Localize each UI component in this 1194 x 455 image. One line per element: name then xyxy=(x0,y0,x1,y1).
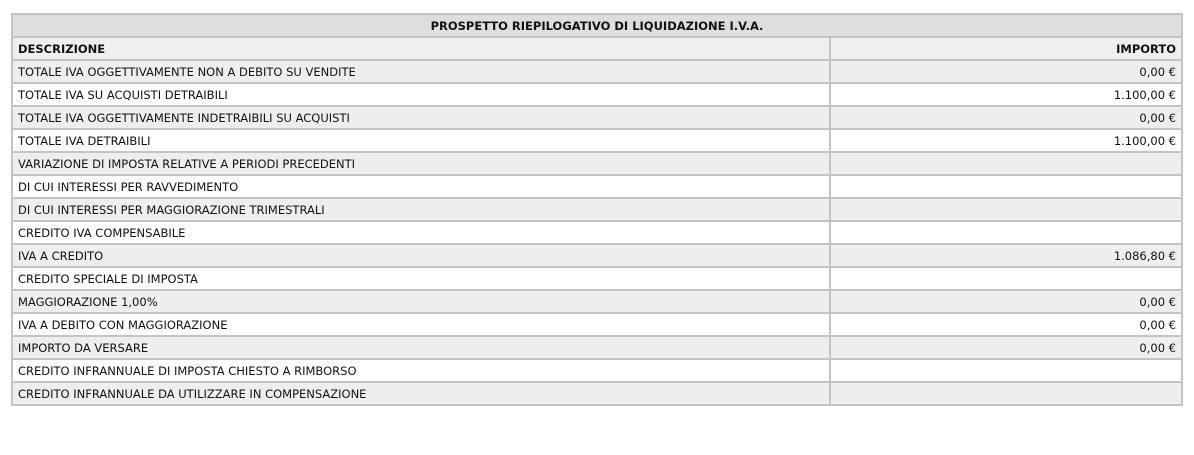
row-description: TOTALE IVA OGGETTIVAMENTE NON A DEBITO S… xyxy=(11,59,831,84)
table-row: CREDITO SPECIALE DI IMPOSTA xyxy=(11,266,1183,291)
vat-summary-table: PROSPETTO RIEPILOGATIVO DI LIQUIDAZIONE … xyxy=(11,13,1183,406)
table-row: DI CUI INTERESSI PER MAGGIORAZIONE TRIME… xyxy=(11,197,1183,222)
column-header-description: DESCRIZIONE xyxy=(11,36,831,61)
row-description: CREDITO INFRANNUALE DA UTILIZZARE IN COM… xyxy=(11,381,831,406)
row-description: CREDITO IVA COMPENSABILE xyxy=(11,220,831,245)
row-amount xyxy=(829,266,1183,291)
row-amount xyxy=(829,151,1183,176)
row-amount: 1.086,80 € xyxy=(829,243,1183,268)
table-row: IMPORTO DA VERSARE 0,00 € xyxy=(11,335,1183,360)
table-row: CREDITO INFRANNUALE DI IMPOSTA CHIESTO A… xyxy=(11,358,1183,383)
table-row: CREDITO IVA COMPENSABILE xyxy=(11,220,1183,245)
row-amount: 0,00 € xyxy=(829,312,1183,337)
row-description: TOTALE IVA SU ACQUISTI DETRAIBILI xyxy=(11,82,831,107)
row-amount: 0,00 € xyxy=(829,59,1183,84)
row-description: IVA A CREDITO xyxy=(11,243,831,268)
row-description: IMPORTO DA VERSARE xyxy=(11,335,831,360)
row-description: CREDITO SPECIALE DI IMPOSTA xyxy=(11,266,831,291)
row-description: IVA A DEBITO CON MAGGIORAZIONE xyxy=(11,312,831,337)
row-description: DI CUI INTERESSI PER MAGGIORAZIONE TRIME… xyxy=(11,197,831,222)
row-amount xyxy=(829,174,1183,199)
row-amount: 0,00 € xyxy=(829,105,1183,130)
table-row: TOTALE IVA DETRAIBILI 1.100,00 € xyxy=(11,128,1183,153)
table-row: CREDITO INFRANNUALE DA UTILIZZARE IN COM… xyxy=(11,381,1183,406)
row-amount: 1.100,00 € xyxy=(829,82,1183,107)
row-amount: 1.100,00 € xyxy=(829,128,1183,153)
row-description: DI CUI INTERESSI PER RAVVEDIMENTO xyxy=(11,174,831,199)
row-description: MAGGIORAZIONE 1,00% xyxy=(11,289,831,314)
table-row: VARIAZIONE DI IMPOSTA RELATIVE A PERIODI… xyxy=(11,151,1183,176)
table-row: TOTALE IVA OGGETTIVAMENTE INDETRAIBILI S… xyxy=(11,105,1183,130)
row-amount: 0,00 € xyxy=(829,335,1183,360)
table-row: DI CUI INTERESSI PER RAVVEDIMENTO xyxy=(11,174,1183,199)
row-amount xyxy=(829,197,1183,222)
row-description: TOTALE IVA OGGETTIVAMENTE INDETRAIBILI S… xyxy=(11,105,831,130)
table-row: TOTALE IVA OGGETTIVAMENTE NON A DEBITO S… xyxy=(11,59,1183,84)
row-amount xyxy=(829,220,1183,245)
table-row: IVA A DEBITO CON MAGGIORAZIONE 0,00 € xyxy=(11,312,1183,337)
row-amount xyxy=(829,358,1183,383)
row-description: VARIAZIONE DI IMPOSTA RELATIVE A PERIODI… xyxy=(11,151,831,176)
row-amount xyxy=(829,381,1183,406)
column-header-amount: IMPORTO xyxy=(829,36,1183,61)
table-title: PROSPETTO RIEPILOGATIVO DI LIQUIDAZIONE … xyxy=(11,13,1183,38)
row-description: TOTALE IVA DETRAIBILI xyxy=(11,128,831,153)
table-row: MAGGIORAZIONE 1,00% 0,00 € xyxy=(11,289,1183,314)
table-row: TOTALE IVA SU ACQUISTI DETRAIBILI 1.100,0… xyxy=(11,82,1183,107)
row-description: CREDITO INFRANNUALE DI IMPOSTA CHIESTO A… xyxy=(11,358,831,383)
table-row: IVA A CREDITO 1.086,80 € xyxy=(11,243,1183,268)
row-amount: 0,00 € xyxy=(829,289,1183,314)
